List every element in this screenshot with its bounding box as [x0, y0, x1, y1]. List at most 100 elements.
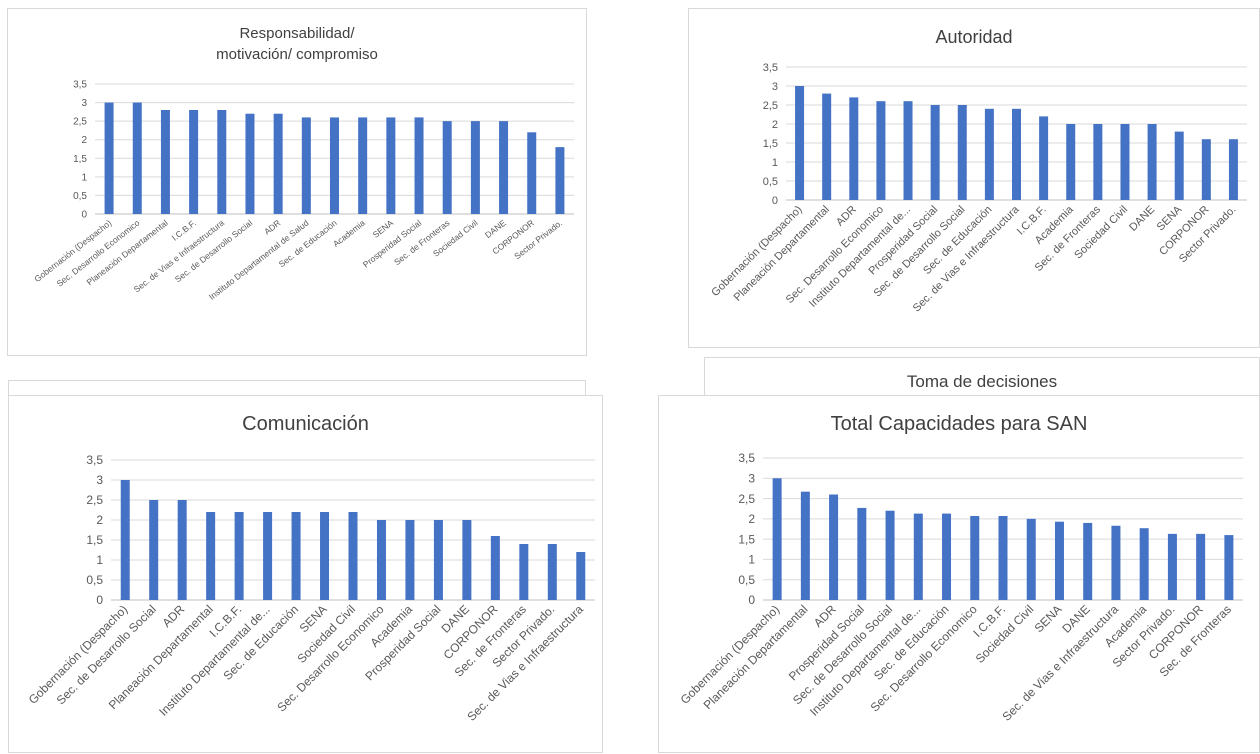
bar	[149, 500, 159, 600]
category-label: Academia	[331, 218, 367, 249]
bar	[849, 97, 859, 200]
y-tick-label: 1	[96, 553, 103, 567]
bar	[1093, 124, 1103, 200]
y-tick-label: 2,5	[738, 492, 755, 506]
y-tick-label: 2	[96, 513, 103, 527]
bar	[206, 512, 216, 600]
bar	[876, 101, 886, 200]
bar	[519, 544, 529, 600]
bar	[433, 520, 443, 600]
bar	[800, 491, 810, 600]
bar	[547, 544, 557, 600]
category-label: SENA	[1032, 602, 1065, 635]
y-tick-label: 3,5	[73, 80, 87, 91]
y-tick-label: 0	[81, 210, 87, 221]
bar	[970, 516, 980, 600]
bar	[120, 480, 130, 600]
bar	[217, 110, 227, 214]
bar	[132, 102, 142, 214]
bar	[885, 510, 895, 600]
y-tick-label: 1,5	[763, 138, 778, 150]
y-tick-label: 0,5	[763, 176, 778, 188]
bar	[1224, 535, 1234, 600]
y-tick-label: 3	[96, 473, 103, 487]
bar	[984, 108, 994, 200]
y-tick-label: 3,5	[763, 62, 778, 74]
bar	[291, 512, 301, 600]
bar	[330, 117, 339, 214]
bar	[795, 86, 805, 200]
bar	[1012, 108, 1021, 200]
bar	[1196, 533, 1206, 600]
category-label: DANE	[1127, 204, 1157, 234]
bar	[1139, 528, 1149, 600]
bar	[822, 93, 832, 200]
y-tick-label: 0,5	[73, 191, 87, 202]
bar	[527, 132, 537, 214]
y-tick-label: 0	[96, 593, 103, 607]
y-tick-label: 2	[748, 512, 755, 526]
chart-title: Autoridad	[935, 27, 1013, 47]
bar	[942, 513, 952, 600]
bar	[405, 520, 415, 600]
bar	[320, 512, 330, 600]
bar	[104, 102, 114, 214]
bar	[1054, 521, 1064, 600]
bar	[903, 101, 913, 200]
bar	[1120, 124, 1130, 200]
bar	[414, 117, 424, 214]
bar	[160, 110, 170, 214]
bar	[998, 516, 1008, 600]
y-tick-label: 3	[81, 98, 87, 109]
bar	[1167, 533, 1177, 600]
category-label: ADR	[262, 218, 282, 237]
chart-title: Toma de decisiones	[906, 372, 1058, 391]
bar	[263, 512, 273, 600]
chart-title: Responsabilidad/ motivación/ compromiso	[216, 25, 378, 63]
bar	[1174, 131, 1184, 200]
bar	[348, 512, 358, 600]
bar	[376, 520, 386, 600]
chart-title: Total Capacidades para SAN	[830, 413, 1088, 435]
bar	[829, 494, 839, 600]
bar	[913, 513, 923, 600]
bar	[442, 121, 452, 214]
y-tick-label: 2,5	[86, 493, 103, 507]
bar	[490, 536, 500, 600]
bar	[857, 507, 867, 600]
chart-panel-total-capacidades: Total Capacidades para SAN 0 0,5 1 1,5 2 2,5 3…	[658, 395, 1260, 753]
bar	[386, 117, 396, 214]
bar	[1039, 116, 1049, 200]
chart-panel-autoridad: Autoridad 0 0,5 1 1,5 2 2,5 3 3,5 Gobernación (D…	[688, 8, 1260, 348]
bar	[930, 105, 940, 200]
bar	[1147, 124, 1157, 200]
bar	[234, 512, 244, 600]
category-label: Instituto Departamental de Salud	[207, 218, 311, 302]
y-tick-label: 3,5	[738, 451, 755, 465]
bar	[462, 520, 472, 600]
bar	[772, 478, 782, 600]
y-tick-label: 3	[748, 471, 755, 485]
y-tick-label: 3,5	[86, 453, 103, 467]
bar	[1201, 139, 1211, 200]
y-tick-label: 1	[81, 172, 87, 183]
y-tick-label: 2	[81, 135, 87, 146]
chart-title: Comunicación	[242, 413, 369, 435]
y-tick-label: 0	[748, 593, 755, 607]
bar	[499, 121, 509, 214]
bar	[957, 105, 967, 200]
bar	[555, 147, 565, 214]
y-tick-label: 0,5	[738, 573, 755, 587]
y-tick-label: 1,5	[738, 532, 755, 546]
bar	[245, 113, 255, 214]
y-tick-label: 1	[748, 553, 755, 567]
y-tick-label: 0,5	[86, 573, 103, 587]
bar	[576, 552, 586, 600]
bar	[301, 117, 311, 214]
chart-panel-responsabilidad: Responsabilidad/ motivación/ compromiso …	[7, 8, 587, 356]
bar	[1026, 518, 1036, 600]
y-tick-label: 3	[772, 81, 778, 93]
bar	[273, 113, 283, 214]
